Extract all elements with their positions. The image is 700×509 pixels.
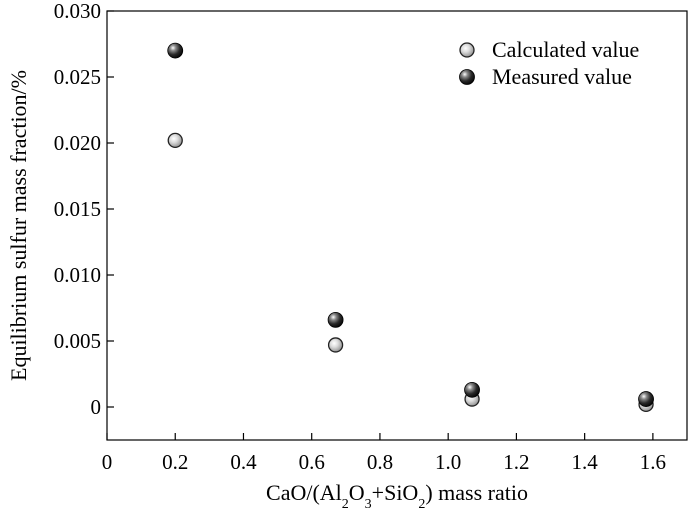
y-tick-label: 0.025 xyxy=(54,65,101,89)
y-tick-label: 0.010 xyxy=(54,263,101,287)
x-tick-label: 0.8 xyxy=(367,450,393,474)
plot-frame xyxy=(106,10,688,441)
y-tick-label: 0.015 xyxy=(54,197,101,221)
y-axis: 0 0.005 0.010 0.015 0.020 0.025 0.030 xyxy=(54,0,114,419)
x-axis: 0 0.2 0.4 0.6 0.8 1.0 1.2 1.4 1.6 xyxy=(102,433,666,474)
measured-point xyxy=(638,391,654,407)
y-tick-label: 0.005 xyxy=(54,329,101,353)
x-tick-label: 1.0 xyxy=(435,450,461,474)
measured-point xyxy=(464,381,480,398)
legend-label: Calculated value xyxy=(492,37,639,62)
y-tick-label: 0.020 xyxy=(54,131,101,155)
legend-label: Measured value xyxy=(492,64,632,89)
y-tick-label: 0 xyxy=(91,395,102,419)
y-axis-title: Equilibrium sulfur mass fraction/% xyxy=(6,70,31,381)
y-tick-label: 0.030 xyxy=(54,0,101,23)
measured-point xyxy=(327,311,344,328)
legend-calculated-marker xyxy=(459,42,475,58)
calculated-point xyxy=(167,132,183,149)
legend-measured-marker xyxy=(459,69,475,85)
x-tick-label: 0.4 xyxy=(230,450,257,474)
x-tick-label: 1.4 xyxy=(572,450,599,474)
x-tick-label: 0 xyxy=(102,450,113,474)
data-points xyxy=(167,42,654,413)
calculated-point xyxy=(327,337,344,353)
x-tick-label: 0.6 xyxy=(299,450,325,474)
x-tick-label: 0.2 xyxy=(162,450,188,474)
measured-point xyxy=(167,42,184,59)
x-tick-label: 1.2 xyxy=(503,450,529,474)
x-axis-title: CaO/(Al2O3+SiO2) mass ratio xyxy=(266,480,528,509)
x-tick-label: 1.6 xyxy=(640,450,666,474)
